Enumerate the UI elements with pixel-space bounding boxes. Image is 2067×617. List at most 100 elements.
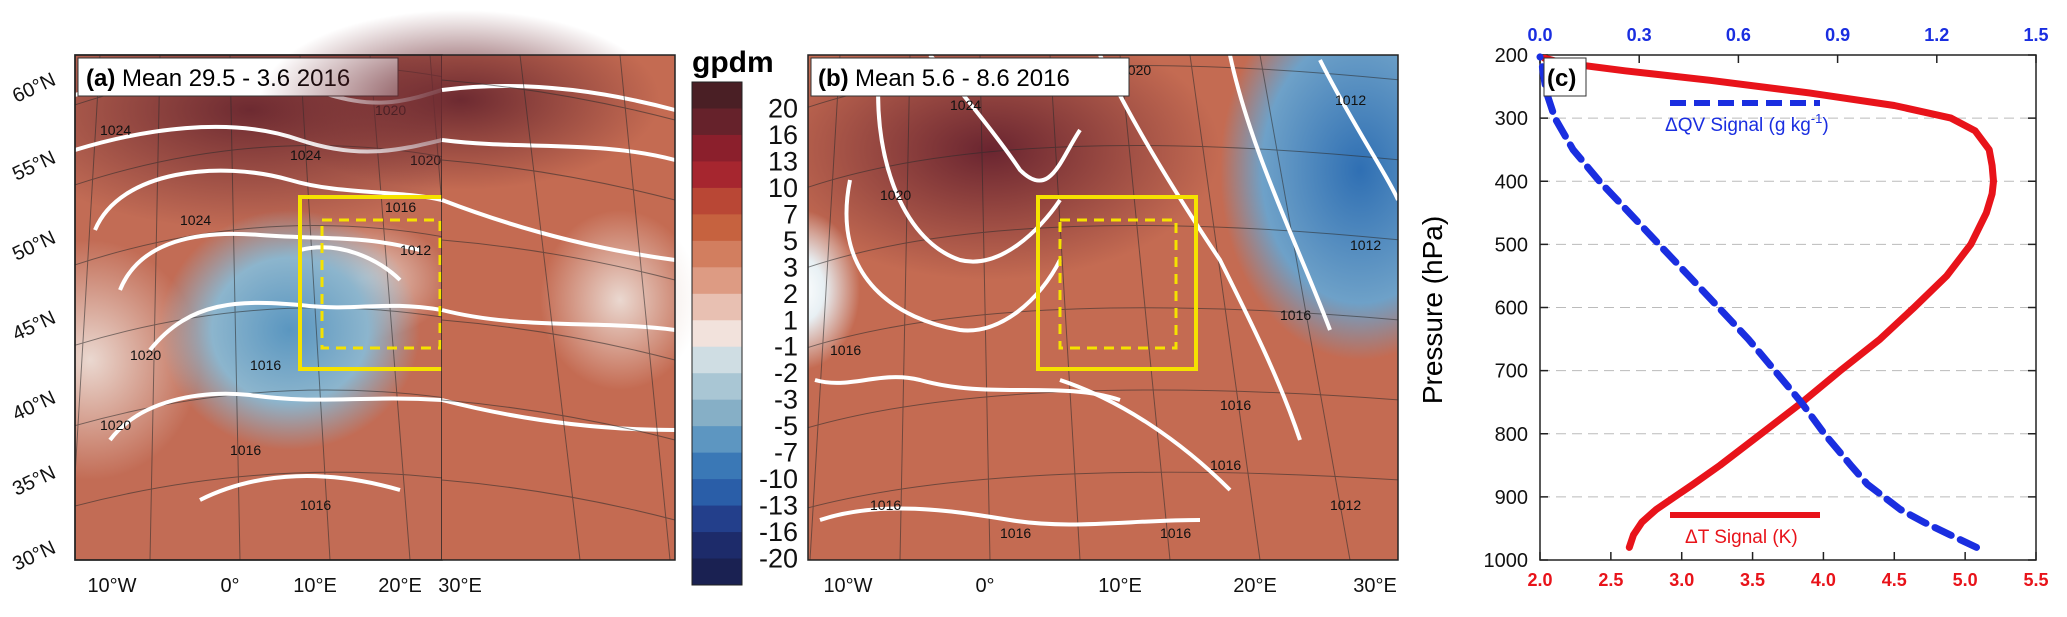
colorbar-tick-label: 16 (768, 120, 798, 150)
lat-label: 30°N (9, 537, 59, 576)
isobar-label: 1016 (1220, 397, 1251, 413)
isobar-label: 1024 (100, 122, 131, 138)
colorbar-tick-label: -13 (759, 491, 798, 521)
colorbar-swatch (692, 532, 742, 560)
colorbar-swatch (692, 293, 742, 321)
panel-b-label: (b) (818, 65, 849, 92)
colorbar-tick-label: -2 (774, 358, 798, 388)
lon-label: 30°E (438, 575, 482, 597)
lat-label: 35°N (9, 462, 59, 501)
lon-label: 10°E (1098, 575, 1142, 597)
y-tick-label: 200 (1495, 45, 1528, 67)
colorbar-tick-label: 3 (783, 252, 798, 282)
panel-b-lon-labels: 10°W 0° 10°E 20°E 30°E (823, 575, 1396, 597)
colorbar-tick-label: 10 (768, 173, 798, 203)
panel-a-low-anomaly (160, 210, 420, 450)
colorbar-swatch (692, 320, 742, 348)
panel-b-title: Mean 5.6 - 8.6 2016 (855, 65, 1070, 92)
y-tick-label: 900 (1495, 487, 1528, 509)
isobar-label: 1016 (870, 497, 901, 513)
colorbar-tick-label: -16 (759, 517, 798, 547)
panel-b-frame (807, 54, 1399, 561)
isobar-label: 1016 (385, 199, 416, 215)
panel-b-map (808, 55, 1398, 560)
lon-label: 10°W (87, 575, 136, 597)
colorbar-swatch (692, 505, 742, 533)
y-tick-label: 400 (1495, 171, 1528, 193)
colorbar-tick-label: 13 (768, 146, 798, 176)
series-line-qv-signal (1536, 53, 1980, 551)
colorbar-tick-label: -5 (774, 411, 798, 441)
isobar-label: 1012 (1335, 92, 1366, 108)
lon-label: 10°W (823, 575, 872, 597)
x-bottom-tick-label: 2.5 (1598, 570, 1623, 590)
lon-label: 0° (220, 575, 239, 597)
panel-a-inner-domain-box (320, 218, 442, 350)
colorbar-tick-label: 2 (783, 279, 798, 309)
colorbar-swatch (692, 187, 742, 215)
colorbar-swatch (692, 240, 742, 268)
lat-label: 60°N (9, 69, 59, 108)
panel-a-graticule-east (441, 54, 676, 561)
panel-b-inner-domain-box (1058, 218, 1178, 350)
x-top-tick-label: 0.3 (1627, 25, 1652, 45)
lat-label: 40°N (9, 387, 59, 426)
panel-a-lat-labels: 60°N 55°N 50°N 45°N 40°N 35°N 30°N (9, 69, 59, 576)
colorbar-tick-label: 20 (768, 93, 798, 123)
panel-a-label: (a) (86, 65, 115, 92)
panel-c-y-ticks: 200 300 400 500 600 700 800 900 1000 (1484, 45, 2036, 572)
x-bottom-tick-label: 4.5 (1882, 570, 1907, 590)
panel-a-lon-labels: 10°W 0° 10°E 20°E 30°E (87, 575, 481, 597)
lat-label: 45°N (9, 307, 59, 346)
colorbar-swatch (692, 108, 742, 136)
panel-a-high-anomaly-east (260, 10, 660, 190)
panel-c-x-bottom-ticks: 2.0 2.5 3.0 3.5 4.0 4.5 5.0 5.5 (1527, 552, 2049, 590)
colorbar-swatch (692, 134, 742, 162)
colorbar-swatch (692, 558, 742, 586)
legend-qv-label: ΔQV Signal (g kg-1) (1665, 111, 1829, 136)
isobar-label: 1016 (1000, 525, 1031, 541)
x-top-tick-label: 0.9 (1825, 25, 1850, 45)
colorbar-swatch (692, 214, 742, 242)
colorbar-swatch (692, 399, 742, 427)
x-top-tick-label: 1.5 (2023, 25, 2048, 45)
colorbar-tick-label: 5 (783, 226, 798, 256)
panel-b-low-anomaly-west (808, 210, 860, 370)
lat-label: 55°N (9, 147, 59, 186)
colorbar-tick-label: -20 (759, 544, 798, 574)
colorbar-tick-label: 1 (783, 305, 798, 335)
panel-b-title-box (810, 57, 1130, 97)
panel-c-y-axis-title: Pressure (hPa) (1417, 216, 1448, 404)
isobar-label: 1012 (400, 242, 431, 258)
colorbar-frame (691, 81, 743, 586)
x-top-tick-label: 1.2 (1924, 25, 1949, 45)
lon-label: 10°E (293, 575, 337, 597)
isobar-label: 1016 (1280, 307, 1311, 323)
isobar-label: 1012 (1330, 497, 1361, 513)
colorbar-swatch (692, 82, 742, 109)
x-bottom-tick-label: 5.0 (1953, 570, 1978, 590)
isobar-label: 1020 (880, 187, 911, 203)
y-tick-label: 500 (1495, 234, 1528, 256)
colorbar-swatch (692, 373, 742, 401)
isobar-label: 1016 (1160, 525, 1191, 541)
colorbar-tick-label: -3 (774, 385, 798, 415)
colorbar-tick-label: -7 (774, 438, 798, 468)
isobar-label: 1024 (950, 97, 981, 113)
panel-a-extension (74, 10, 700, 561)
legend-t-label: ΔT Signal (K) (1685, 527, 1798, 548)
x-bottom-tick-label: 3.0 (1669, 570, 1694, 590)
x-bottom-tick-label: 3.5 (1740, 570, 1765, 590)
lat-label: 50°N (9, 227, 59, 266)
y-tick-label: 1000 (1484, 550, 1529, 572)
isobar-label: 1016 (300, 497, 331, 513)
isobar-label: 1020 (100, 417, 131, 433)
isobar-label: 1016 (230, 442, 261, 458)
colorbar-swatch (692, 267, 742, 295)
isobar-label: 1016 (250, 357, 281, 373)
y-tick-label: 700 (1495, 361, 1528, 383)
panel-b-isobar-labels: 1024 1020 1020 1016 1016 1016 1016 1016 … (830, 62, 1381, 541)
y-tick-label: 300 (1495, 108, 1528, 130)
x-bottom-tick-label: 2.0 (1527, 570, 1552, 590)
panel-c-grid (1540, 117, 2036, 498)
